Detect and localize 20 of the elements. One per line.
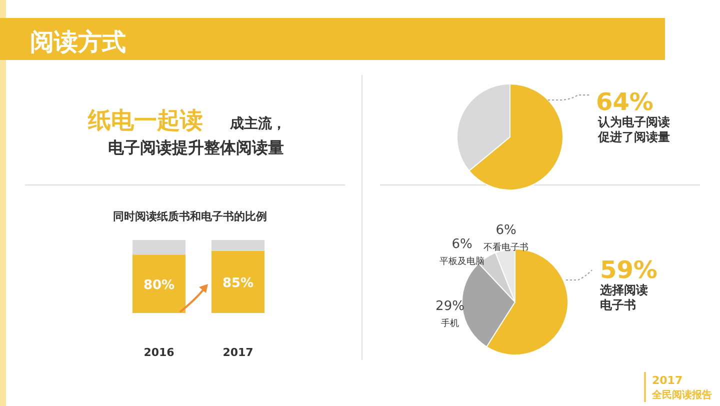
slice-label: 平板及电脑 [440, 256, 484, 267]
chart-title: 同时阅读纸质书和电子书的比例 [113, 210, 267, 223]
text: 电子阅读提升整体阅读量 [108, 138, 284, 157]
data-label: 6% [452, 237, 472, 252]
x-tick-label: 2016 [144, 346, 175, 359]
slice-label: 选择阅读电子书 [599, 283, 648, 312]
text: 全民阅读报告 [651, 389, 712, 401]
data-label: 59% [600, 256, 658, 284]
text: 成主流， [229, 115, 286, 132]
text: 阅读方式 [30, 28, 126, 56]
data-label: 85% [222, 276, 254, 291]
data-label: 80% [143, 278, 175, 293]
slice-label: 手机 [441, 318, 459, 329]
data-label: 64% [596, 88, 654, 116]
data-label: 29% [436, 299, 464, 314]
text: 纸电一起读 [87, 108, 203, 134]
data-label: 6% [496, 223, 516, 238]
slice-label: 不看电子书 [484, 242, 528, 253]
text: 2017 [652, 374, 683, 387]
slice-label: 认为电子阅读促进了阅读量 [597, 115, 670, 144]
